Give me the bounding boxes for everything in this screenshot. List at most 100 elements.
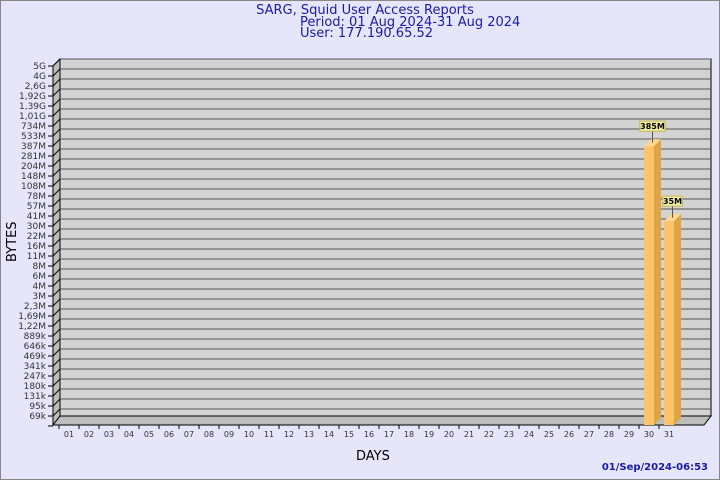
gridline-wall <box>52 298 61 307</box>
gridline-wall <box>52 258 61 267</box>
y-tick-label: 533M <box>21 132 46 142</box>
x-axis-label: DAYS <box>356 449 390 464</box>
gridline-wall <box>52 108 61 117</box>
data-label: 385M <box>640 122 665 131</box>
gridline-wall <box>52 278 61 287</box>
y-tick-label: 646k <box>24 342 47 352</box>
y-tick-label: 108M <box>21 182 46 192</box>
x-tick-label: 31 <box>664 430 674 439</box>
gridline-wall <box>52 128 61 137</box>
gridline-wall <box>52 228 61 237</box>
data-label: 35M <box>663 197 682 206</box>
bar-day-31: 35M <box>662 195 683 425</box>
x-tick-label: 23 <box>504 430 514 439</box>
x-tick-label: 27 <box>584 430 594 439</box>
chart-period: Period: 01 Aug 2024-31 Aug 2024 <box>300 15 521 30</box>
gridline-wall <box>52 268 61 277</box>
y-tick-label: 78M <box>27 192 46 202</box>
y-tick-label: 41M <box>27 212 46 222</box>
gridline-wall <box>52 88 61 97</box>
gridline-wall <box>52 198 61 207</box>
x-tick-label: 15 <box>344 430 354 439</box>
gridline-wall <box>52 378 61 387</box>
y-tick-label: 1,01G <box>19 112 46 122</box>
x-tick-label: 19 <box>424 430 434 439</box>
gridline-wall <box>52 148 61 157</box>
x-tick-label: 26 <box>564 430 574 439</box>
footer-timestamp: 01/Sep/2024-06:53 <box>602 462 708 473</box>
y-tick-label: 3M <box>33 292 47 302</box>
y-tick-label: 2,6G <box>25 82 46 92</box>
gridline-wall <box>52 288 61 297</box>
x-tick-label: 13 <box>304 430 314 439</box>
gridline-wall <box>52 168 61 177</box>
y-tick-label: 1,92G <box>19 92 46 102</box>
gridline-wall <box>52 338 61 347</box>
y-tick-label: 734M <box>21 122 46 132</box>
y-tick-label: 889k <box>24 332 47 342</box>
y-tick-label: 69k <box>29 412 46 422</box>
x-tick-label: 03 <box>104 430 114 439</box>
x-tick-label: 05 <box>144 430 154 439</box>
y-tick-label: 281M <box>21 152 46 162</box>
gridline-wall <box>52 178 61 187</box>
x-tick-label: 18 <box>404 430 414 439</box>
chart-title: SARG, Squid User Access Reports <box>256 3 474 18</box>
x-tick-label: 10 <box>244 430 254 439</box>
x-tick-label: 04 <box>124 430 134 439</box>
x-tick-label: 01 <box>64 430 74 439</box>
y-tick-label: 95k <box>29 402 46 412</box>
y-axis-label: BYTES <box>5 221 20 262</box>
gridline-wall <box>52 138 61 147</box>
y-tick-label: 1,69M <box>18 312 46 322</box>
gridline-wall <box>52 238 61 247</box>
bar <box>644 146 654 426</box>
gridline-wall <box>52 78 61 87</box>
gridline-wall <box>52 368 61 377</box>
x-tick-label: 28 <box>604 430 614 439</box>
y-tick-label: 22M <box>27 232 46 242</box>
y-tick-label: 131k <box>24 392 47 402</box>
gridline-wall <box>52 218 61 227</box>
gridline-wall <box>52 408 61 417</box>
gridline-wall <box>52 348 61 357</box>
plot-area <box>59 58 712 417</box>
x-tick-label: 30 <box>644 430 654 439</box>
y-tick-label: 1,39G <box>19 102 46 112</box>
bar-side <box>654 139 661 426</box>
y-tick-label: 8M <box>33 262 47 272</box>
floor <box>51 415 713 426</box>
gridline-wall <box>52 328 61 337</box>
y-tick-label: 2,3M <box>24 302 46 312</box>
y-tick-label: 4G <box>33 72 46 82</box>
y-tick-label: 247k <box>24 372 47 382</box>
gridline-wall <box>52 398 61 407</box>
y-tick-label: 387M <box>21 142 46 152</box>
y-tick-label: 11M <box>27 252 46 262</box>
y-tick-label: 180k <box>24 382 47 392</box>
x-tick-label: 11 <box>264 430 274 439</box>
x-tick-label: 20 <box>444 430 454 439</box>
x-tick-label: 16 <box>364 430 374 439</box>
data-label-box <box>662 195 683 207</box>
y-tick-label: 148M <box>21 172 46 182</box>
y-tick-label: 6M <box>33 272 47 282</box>
x-tick-label: 07 <box>184 430 194 439</box>
bar <box>664 221 674 425</box>
gridline-wall <box>52 68 61 77</box>
x-tick-label: 08 <box>204 430 214 439</box>
x-tick-label: 21 <box>464 430 474 439</box>
gridline-wall <box>52 158 61 167</box>
gridline-wall <box>52 208 61 217</box>
gridline-wall <box>52 58 61 67</box>
y-tick-label: 469k <box>24 352 47 362</box>
x-tick-label: 14 <box>324 430 334 439</box>
gridline-wall <box>52 98 61 107</box>
gridline-wall <box>52 358 61 367</box>
y-tick-label: 57M <box>27 202 46 212</box>
x-tick-label: 17 <box>384 430 394 439</box>
bar-side <box>674 214 681 425</box>
x-tick-label: 25 <box>544 430 554 439</box>
y-tick-label: 4M <box>33 282 47 292</box>
